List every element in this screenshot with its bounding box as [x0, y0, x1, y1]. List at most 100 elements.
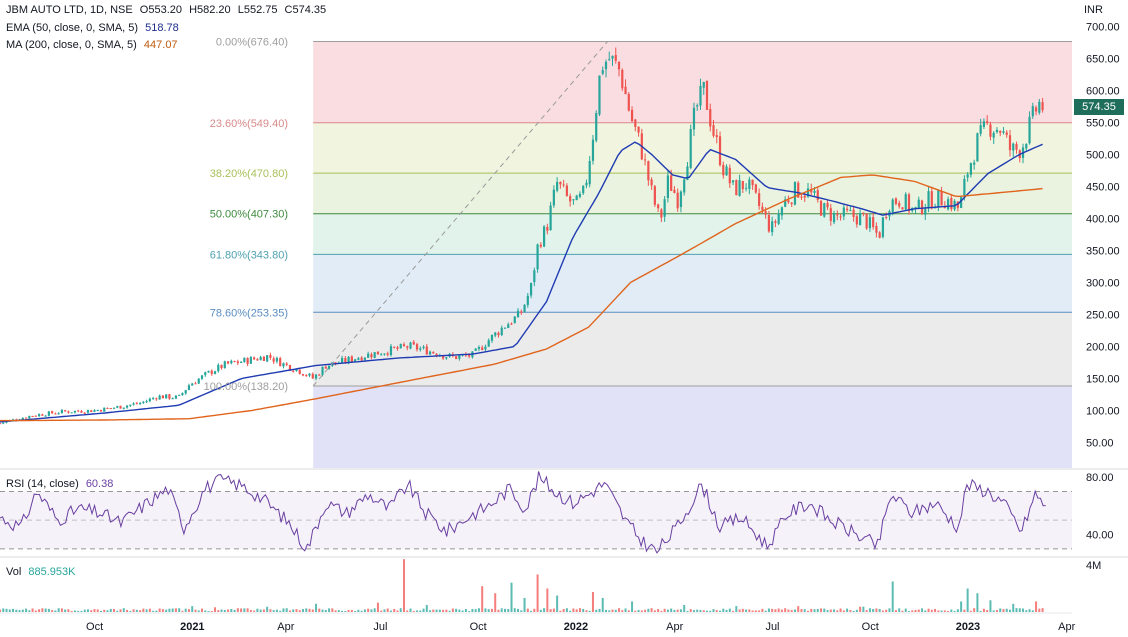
candle-body: [171, 398, 174, 400]
volume-bar: [530, 610, 533, 612]
candle-body: [1025, 143, 1028, 149]
volume-bar: [113, 608, 116, 612]
candle-body: [31, 415, 34, 417]
candle-body: [44, 415, 47, 417]
time-axis[interactable]: Oct 2021 Apr Jul Oct 2022 Apr Jul Oct 2023 Apr: [86, 621, 1076, 633]
volume-bar: [513, 608, 516, 612]
volume-bar: [389, 610, 392, 612]
candle-body: [367, 353, 370, 358]
volume-bar: [709, 610, 712, 612]
candle-body: [497, 332, 500, 336]
volume-bar: [705, 610, 708, 612]
candle-body: [696, 105, 699, 107]
volume-bar: [683, 604, 686, 612]
volume-bar: [745, 609, 748, 612]
fib-zone-1: [313, 122, 1073, 174]
volume-bar: [787, 609, 790, 612]
candle-body: [793, 181, 797, 205]
volume-bar: [644, 609, 647, 612]
volume-bar: [1015, 608, 1018, 612]
candle-body: [940, 191, 943, 206]
candle-body: [67, 411, 70, 413]
volume-bar: [738, 609, 741, 612]
ema-label[interactable]: EMA (50, close, 0, SMA, 5): [6, 22, 139, 34]
volume-bar: [214, 607, 217, 612]
volume-bar: [992, 610, 995, 612]
volume-bar: [191, 606, 194, 612]
volume-bar: [510, 582, 513, 612]
candle-body: [119, 405, 122, 409]
price-tick-label: 150.00: [1086, 373, 1120, 385]
volume-bar: [0, 609, 1, 612]
price-tick-label: 50.00: [1086, 437, 1114, 449]
candle-body: [865, 213, 868, 229]
volume-bar: [546, 588, 549, 612]
volume-pane[interactable]: 4M: [0, 559, 1101, 612]
candle-body: [595, 113, 598, 141]
volume-bar: [152, 610, 155, 612]
volume-bar: [301, 609, 304, 612]
candle-body: [751, 179, 754, 186]
volume-bar: [142, 608, 145, 612]
volume-bar: [878, 608, 881, 612]
candle-body: [601, 70, 604, 74]
volume-bar: [585, 610, 588, 612]
candle-body: [129, 404, 132, 406]
volume-bar: [429, 610, 432, 612]
volume-bar: [240, 608, 243, 612]
price-axis[interactable]: 700.00 650.00 600.00 550.00 500.00 450.00 400.…: [1086, 21, 1120, 449]
volume-bar: [67, 609, 70, 612]
volume-bar: [520, 610, 523, 612]
fib-trend-line[interactable]: [312, 41, 608, 387]
candle-body: [259, 356, 262, 361]
volume-bar: [243, 608, 246, 612]
volume-bar: [526, 608, 529, 612]
candle-body: [73, 410, 77, 413]
candle-body: [881, 217, 885, 238]
candle-body: [321, 366, 324, 375]
fibonacci-retracement[interactable]: [313, 41, 1073, 468]
volume-bar: [373, 608, 376, 612]
rsi-label[interactable]: RSI (14, close): [6, 478, 79, 490]
candle-body: [226, 361, 230, 364]
candle-body: [145, 401, 148, 403]
candle-body: [70, 412, 73, 414]
candle-body: [279, 358, 282, 367]
candle-body: [487, 340, 490, 347]
candle-body: [428, 351, 432, 355]
ma-label[interactable]: MA (200, close, 0, SMA, 5): [6, 39, 137, 51]
candle-body: [393, 346, 396, 348]
symbol-name[interactable]: JBM AUTO LTD, 1D, NSE: [6, 4, 133, 16]
volume-bar: [979, 610, 982, 612]
volume-bar: [12, 608, 15, 612]
candle-body: [477, 347, 481, 349]
candle-body: [927, 191, 930, 209]
volume-bar: [901, 610, 904, 612]
price-tick-label: 450.00: [1086, 181, 1120, 193]
rsi-pane[interactable]: 80.00 40.00: [0, 471, 1114, 554]
candle-body: [725, 166, 728, 176]
volume-bar: [689, 609, 692, 612]
volume-bar: [438, 609, 441, 612]
volume-bar: [1028, 609, 1031, 612]
vol-label[interactable]: Vol: [6, 566, 22, 578]
volume-bar: [995, 610, 998, 612]
volume-bar: [106, 610, 109, 612]
candle-body: [709, 108, 712, 127]
candle-body: [256, 359, 259, 361]
candle-body: [370, 354, 373, 358]
volume-bar: [774, 609, 777, 612]
volume-bar: [288, 610, 291, 612]
candle-body: [982, 121, 986, 127]
candle-body: [754, 184, 757, 193]
volume-bar: [618, 608, 621, 612]
volume-bar: [292, 609, 295, 612]
volume-bar: [360, 610, 363, 612]
candle-body: [647, 161, 650, 181]
candle-body: [99, 410, 103, 412]
candle-body: [47, 411, 50, 416]
candle-body: [774, 221, 777, 223]
volume-bar: [165, 609, 168, 612]
candle-body: [158, 395, 161, 400]
